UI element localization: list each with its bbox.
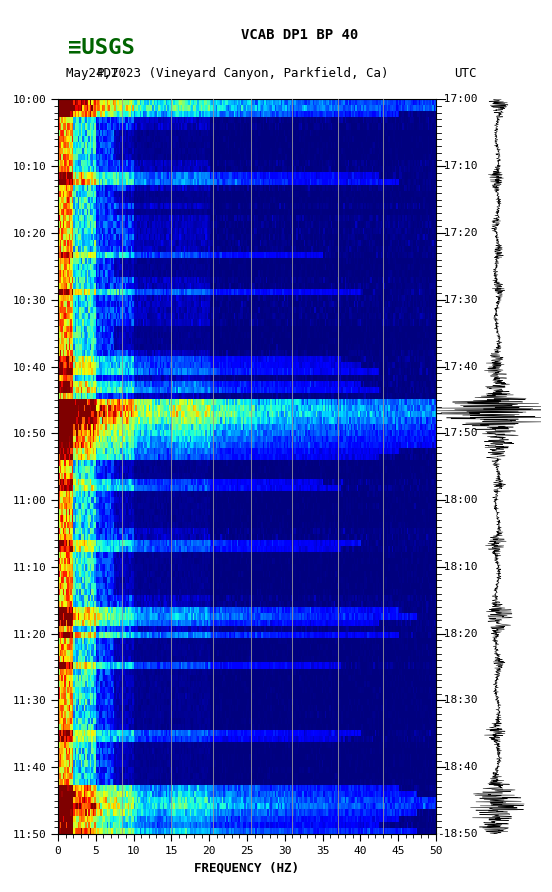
Text: -17:50: -17:50 bbox=[437, 428, 477, 438]
Text: -18:30: -18:30 bbox=[437, 696, 477, 706]
Text: -17:30: -17:30 bbox=[437, 294, 477, 305]
Text: -17:40: -17:40 bbox=[437, 361, 477, 372]
Text: -17:10: -17:10 bbox=[437, 161, 477, 171]
Text: PDT: PDT bbox=[97, 67, 119, 79]
Text: -18:10: -18:10 bbox=[437, 562, 477, 572]
Text: ≡USGS: ≡USGS bbox=[68, 37, 135, 58]
Text: May24,2023 (Vineyard Canyon, Parkfield, Ca): May24,2023 (Vineyard Canyon, Parkfield, … bbox=[66, 67, 388, 79]
Text: -18:50: -18:50 bbox=[437, 829, 477, 839]
Text: -18:40: -18:40 bbox=[437, 763, 477, 772]
Text: -18:00: -18:00 bbox=[437, 495, 477, 505]
X-axis label: FREQUENCY (HZ): FREQUENCY (HZ) bbox=[194, 862, 300, 874]
Text: -17:20: -17:20 bbox=[437, 228, 477, 238]
Text: -18:20: -18:20 bbox=[437, 629, 477, 639]
Text: VCAB DP1 BP 40: VCAB DP1 BP 40 bbox=[241, 29, 358, 42]
Text: UTC: UTC bbox=[454, 67, 476, 79]
Text: -17:00: -17:00 bbox=[437, 95, 477, 104]
